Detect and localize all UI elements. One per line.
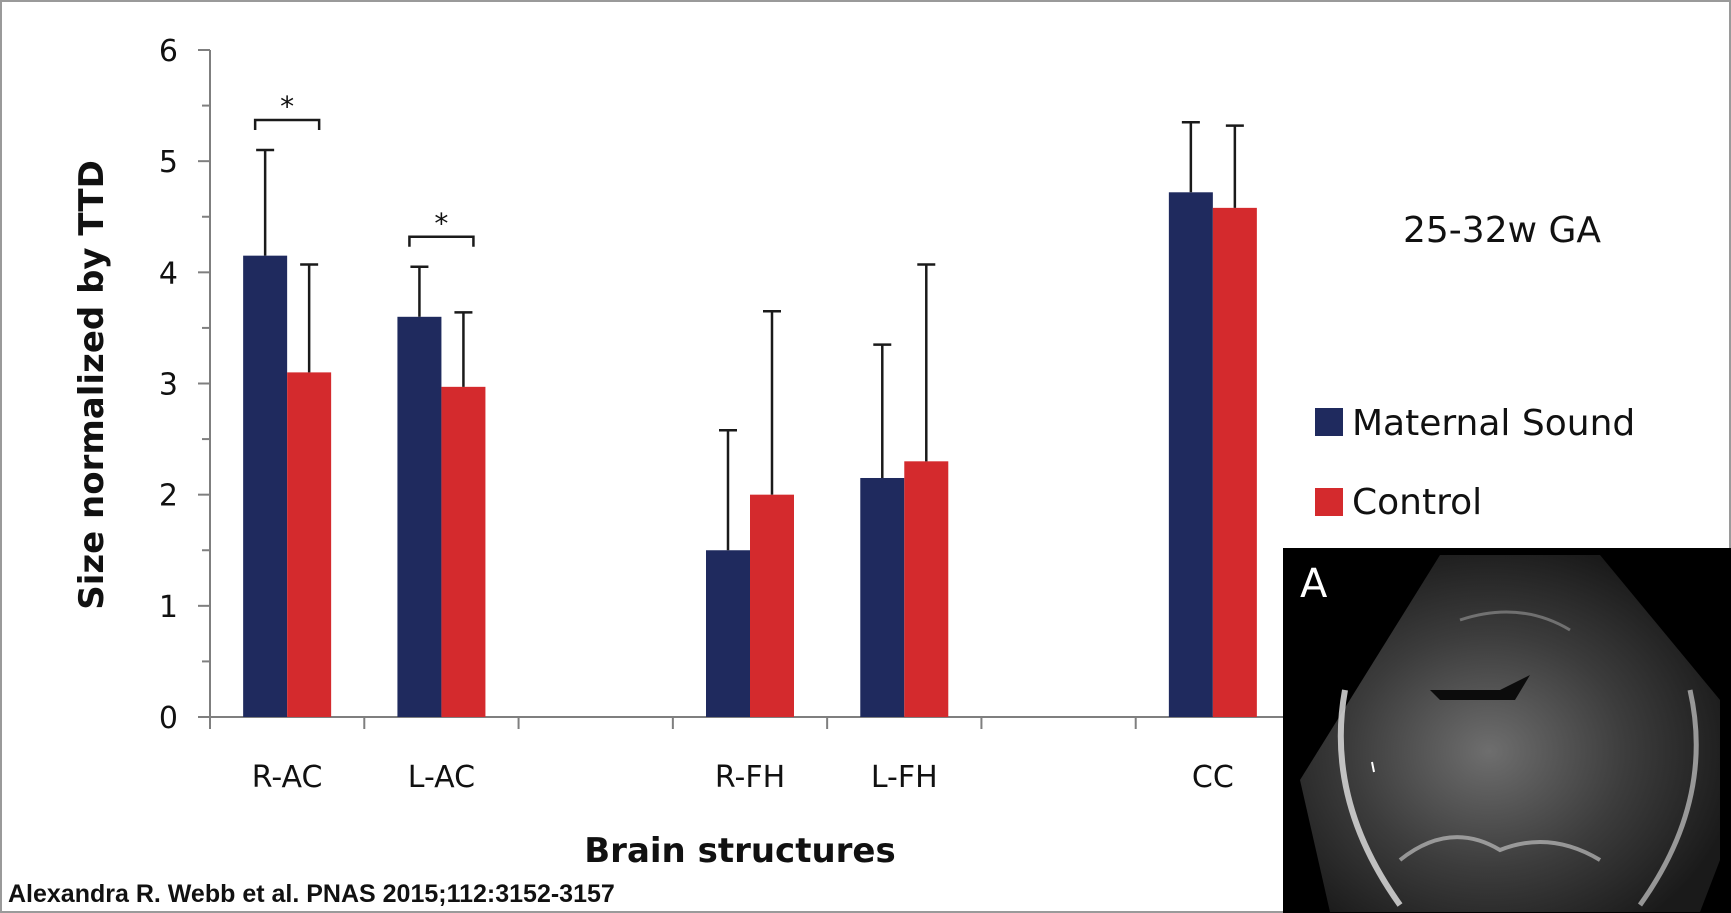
gestational-age-annotation: 25-32w GA bbox=[1403, 210, 1601, 251]
bar-control-r-ac bbox=[287, 372, 332, 717]
x-category-label: R-AC bbox=[252, 760, 323, 795]
x-ticks bbox=[209, 717, 1291, 729]
significance-marks: ** bbox=[253, 90, 475, 247]
y-tick-label: 2 bbox=[159, 479, 178, 514]
legend-label-control: Control bbox=[1352, 482, 1482, 523]
bar-maternal-sound-l-ac bbox=[397, 316, 442, 717]
y-tick-label: 3 bbox=[159, 368, 178, 403]
bar-control-l-fh bbox=[904, 461, 949, 717]
x-category-label: R-FH bbox=[715, 760, 785, 795]
category-labels: R-AC L-AC R-FH L-FH CC bbox=[252, 760, 1234, 795]
bar-maternal-sound-l-fh bbox=[860, 477, 905, 717]
y-ticks: 0 1 2 3 4 5 6 bbox=[159, 34, 210, 736]
y-axis-title: Size normalized by TTD bbox=[72, 160, 112, 610]
significance-bracket bbox=[253, 118, 321, 131]
significance-bracket bbox=[408, 235, 475, 247]
error-bars bbox=[256, 121, 1244, 551]
bar-control-l-ac bbox=[441, 386, 486, 717]
x-category-label: L-AC bbox=[408, 760, 475, 795]
y-tick-label: 5 bbox=[159, 145, 178, 180]
y-tick-label: 1 bbox=[159, 590, 178, 625]
legend-swatch-maternal-sound bbox=[1315, 408, 1343, 436]
bar-maternal-sound-r-fh bbox=[706, 550, 750, 717]
y-tick-label: 6 bbox=[159, 34, 178, 69]
significance-asterisk: * bbox=[280, 90, 294, 123]
y-tick-label: 0 bbox=[159, 701, 178, 736]
x-axis-title: Brain structures bbox=[584, 831, 895, 871]
ultrasound-image: A bbox=[1283, 548, 1731, 913]
x-category-label: CC bbox=[1192, 760, 1234, 795]
legend-swatch-control bbox=[1315, 488, 1343, 516]
legend: Maternal Sound Control bbox=[1315, 403, 1635, 523]
bars bbox=[243, 192, 1257, 718]
inset-panel-label: A bbox=[1300, 561, 1328, 607]
legend-label-maternal-sound: Maternal Sound bbox=[1352, 403, 1635, 444]
bar-maternal-sound-cc bbox=[1168, 192, 1213, 717]
x-category-label: L-FH bbox=[871, 760, 938, 795]
bar-control-r-fh bbox=[750, 494, 794, 717]
y-tick-label: 4 bbox=[159, 256, 178, 291]
citation-credit: Alexandra R. Webb et al. PNAS 2015;112:3… bbox=[8, 880, 615, 908]
significance-asterisk: * bbox=[434, 207, 448, 240]
bar-control-cc bbox=[1212, 207, 1257, 717]
bar-maternal-sound-r-ac bbox=[243, 255, 288, 718]
